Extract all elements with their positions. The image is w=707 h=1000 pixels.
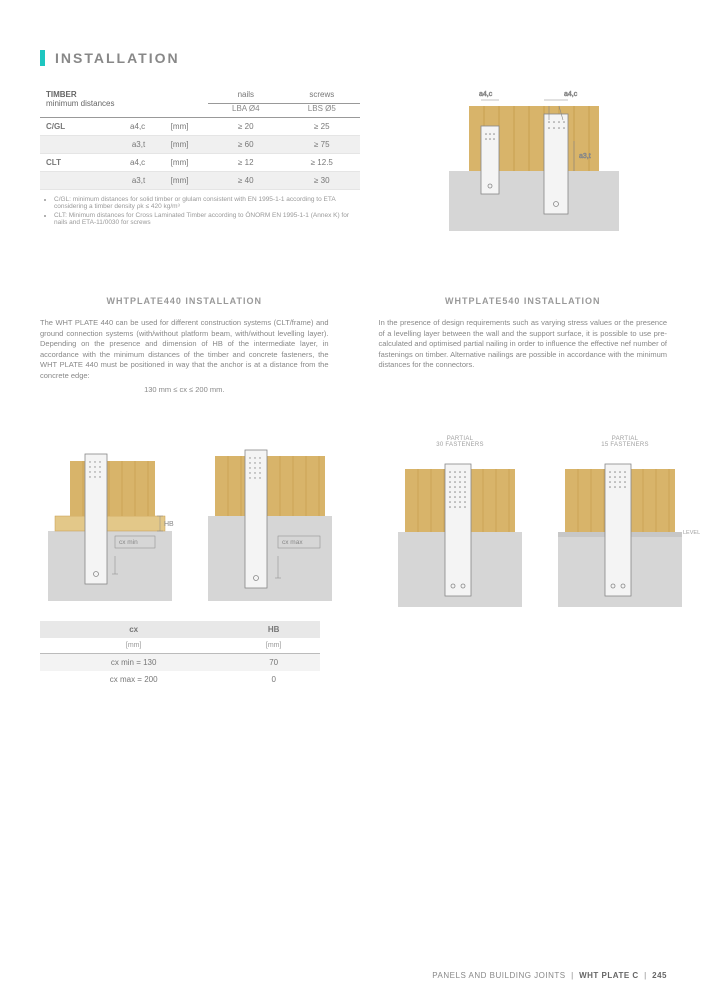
- diag-right-block: PARTIAL30 FASTENERS: [390, 436, 700, 688]
- timber-notes: C/GL: minimum distances for solid timber…: [40, 196, 360, 226]
- page-footer: PANELS AND BUILDING JOINTS | WHT PLATE C…: [432, 971, 667, 980]
- diag-r-label2: PARTIAL15 FASTENERS: [550, 436, 700, 448]
- header-accent-bar: [40, 50, 45, 66]
- svg-text:a4,c: a4,c: [479, 91, 493, 98]
- col-screws: screws: [284, 86, 360, 104]
- timber-table-block: TIMBER minimum distances nails screws LB…: [40, 86, 360, 236]
- diag-left-block: HB cx min: [40, 436, 340, 688]
- top-diagram-svg: a4,c a4,c a3,t: [439, 86, 629, 236]
- svg-text:cx max: cx max: [282, 539, 303, 546]
- col-nails: nails: [208, 86, 284, 104]
- mid-left-col: WHTPLATE440 INSTALLATION The WHT PLATE 4…: [40, 296, 329, 396]
- header-title: INSTALLATION: [55, 50, 180, 66]
- mid-right-title: WHTPLATE540 INSTALLATION: [379, 296, 668, 306]
- diag-partial30: [390, 454, 530, 614]
- mid-right-col: WHTPLATE540 INSTALLATION In the presence…: [379, 296, 668, 396]
- diag-cxmax: cx max: [200, 436, 340, 606]
- svg-text:a4,c: a4,c: [564, 91, 578, 98]
- mid-left-title: WHTPLATE440 INSTALLATION: [40, 296, 329, 306]
- svg-text:HB: HB: [164, 521, 174, 528]
- diag-r-label1: PARTIAL30 FASTENERS: [390, 436, 530, 448]
- timber-table-title2: minimum distances: [46, 99, 114, 108]
- diag-partial15: LEVELLING LAYER: [550, 454, 700, 614]
- svg-text:a3,t: a3,t: [579, 153, 591, 160]
- top-diagram: a4,c a4,c a3,t: [400, 86, 667, 236]
- svg-text:cx min: cx min: [119, 539, 138, 546]
- sub-nails: LBA Ø4: [208, 104, 284, 118]
- mid-left-text: The WHT PLATE 440 can be used for differ…: [40, 318, 329, 396]
- cx-table: cxHB [mm][mm] cx min = 13070 cx max = 20…: [40, 621, 320, 688]
- sub-screws: LBS Ø5: [284, 104, 360, 118]
- timber-table: TIMBER minimum distances nails screws LB…: [40, 86, 360, 190]
- timber-table-title1: TIMBER: [46, 90, 77, 99]
- page-header: INSTALLATION: [40, 50, 667, 66]
- svg-text:LEVELLING LAYER: LEVELLING LAYER: [683, 530, 700, 536]
- diag-cxmin: HB cx min: [40, 436, 180, 606]
- mid-right-text: In the presence of design requirements s…: [379, 318, 668, 371]
